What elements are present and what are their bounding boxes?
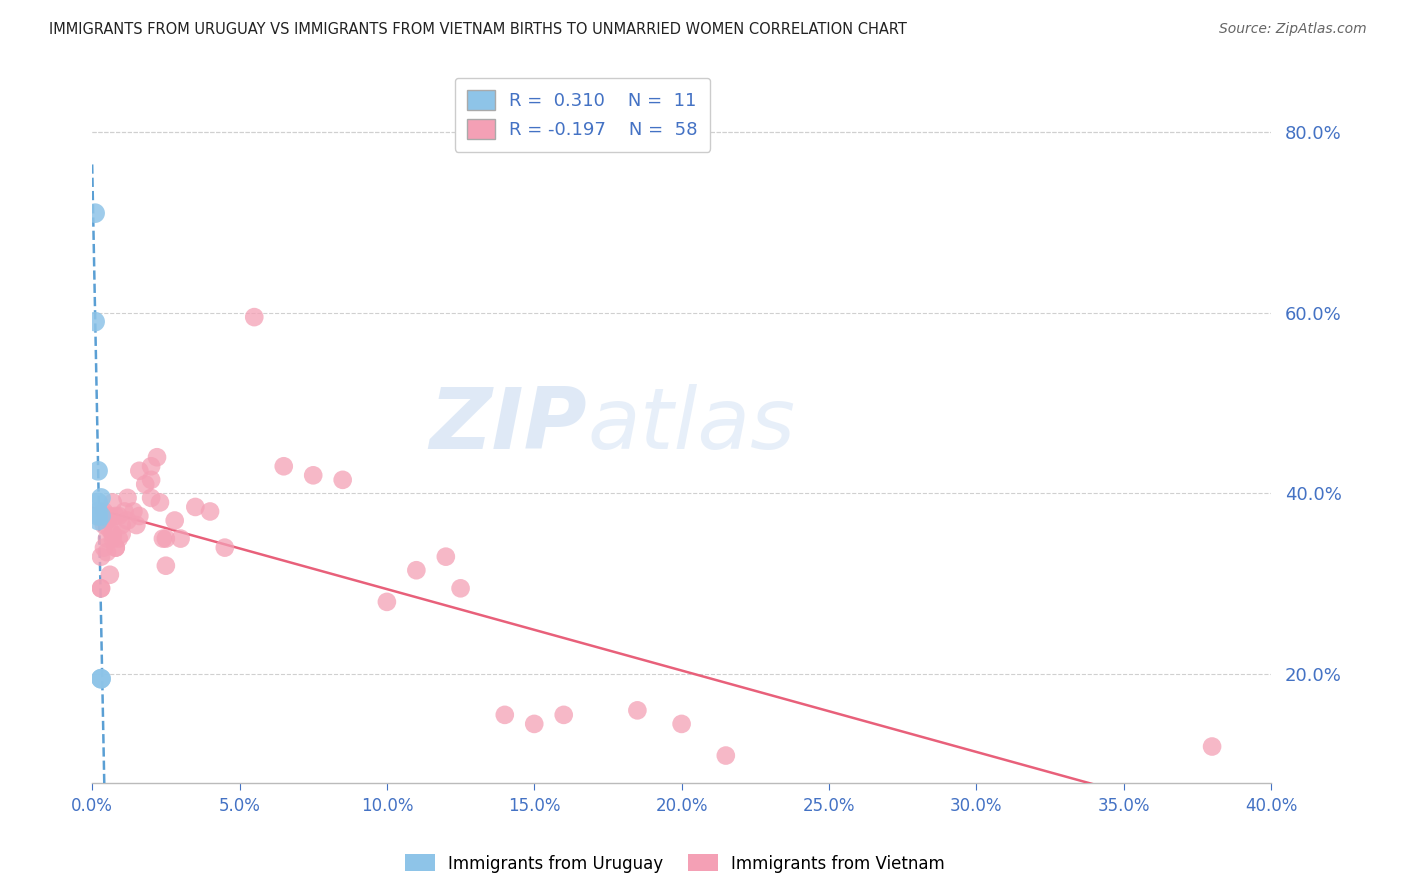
Point <box>494 707 516 722</box>
Point <box>128 464 150 478</box>
Point <box>163 514 186 528</box>
Point <box>169 532 191 546</box>
Point <box>107 532 129 546</box>
Point <box>117 491 139 505</box>
Point <box>139 459 162 474</box>
Point <box>98 523 121 537</box>
Point <box>122 504 145 518</box>
Point <box>405 563 427 577</box>
Point <box>84 206 107 220</box>
Point <box>146 450 169 465</box>
Point <box>104 508 127 523</box>
Point <box>1201 739 1223 754</box>
Point <box>98 567 121 582</box>
Text: Source: ZipAtlas.com: Source: ZipAtlas.com <box>1219 22 1367 37</box>
Point <box>273 459 295 474</box>
Text: ZIP: ZIP <box>430 384 588 467</box>
Point <box>87 514 110 528</box>
Text: IMMIGRANTS FROM URUGUAY VS IMMIGRANTS FROM VIETNAM BIRTHS TO UNMARRIED WOMEN COR: IMMIGRANTS FROM URUGUAY VS IMMIGRANTS FR… <box>49 22 907 37</box>
Point <box>523 717 546 731</box>
Point <box>90 582 112 596</box>
Point <box>87 508 110 523</box>
Point <box>104 541 127 555</box>
Point <box>671 717 693 731</box>
Point <box>714 748 737 763</box>
Point <box>107 508 129 523</box>
Point <box>198 504 221 518</box>
Point <box>139 491 162 505</box>
Point <box>96 532 118 546</box>
Point <box>332 473 354 487</box>
Point <box>93 504 115 518</box>
Point <box>87 504 110 518</box>
Point <box>101 527 124 541</box>
Point <box>243 310 266 325</box>
Point <box>87 464 110 478</box>
Text: atlas: atlas <box>588 384 796 467</box>
Point <box>375 595 398 609</box>
Point <box>90 582 112 596</box>
Point <box>93 541 115 555</box>
Point <box>90 672 112 686</box>
Point <box>90 549 112 564</box>
Point <box>626 703 648 717</box>
Legend: Immigrants from Uruguay, Immigrants from Vietnam: Immigrants from Uruguay, Immigrants from… <box>398 847 952 880</box>
Point <box>117 514 139 528</box>
Point <box>184 500 207 514</box>
Point <box>114 504 136 518</box>
Legend: R =  0.310    N =  11, R = -0.197    N =  58: R = 0.310 N = 11, R = -0.197 N = 58 <box>456 78 710 152</box>
Point <box>434 549 457 564</box>
Point <box>90 491 112 505</box>
Point <box>128 508 150 523</box>
Point <box>111 527 134 541</box>
Point <box>101 495 124 509</box>
Point <box>149 495 172 509</box>
Point <box>152 532 174 546</box>
Point <box>90 508 112 523</box>
Point <box>96 514 118 528</box>
Point <box>87 495 110 509</box>
Point <box>450 582 472 596</box>
Point <box>134 477 156 491</box>
Point <box>155 558 177 573</box>
Point <box>98 508 121 523</box>
Point <box>214 541 236 555</box>
Point <box>139 473 162 487</box>
Point <box>90 672 112 686</box>
Point <box>93 518 115 533</box>
Point <box>104 541 127 555</box>
Point <box>553 707 575 722</box>
Point <box>302 468 325 483</box>
Point <box>111 518 134 533</box>
Point <box>101 532 124 546</box>
Point <box>125 518 148 533</box>
Point <box>155 532 177 546</box>
Point <box>96 545 118 559</box>
Point <box>84 315 107 329</box>
